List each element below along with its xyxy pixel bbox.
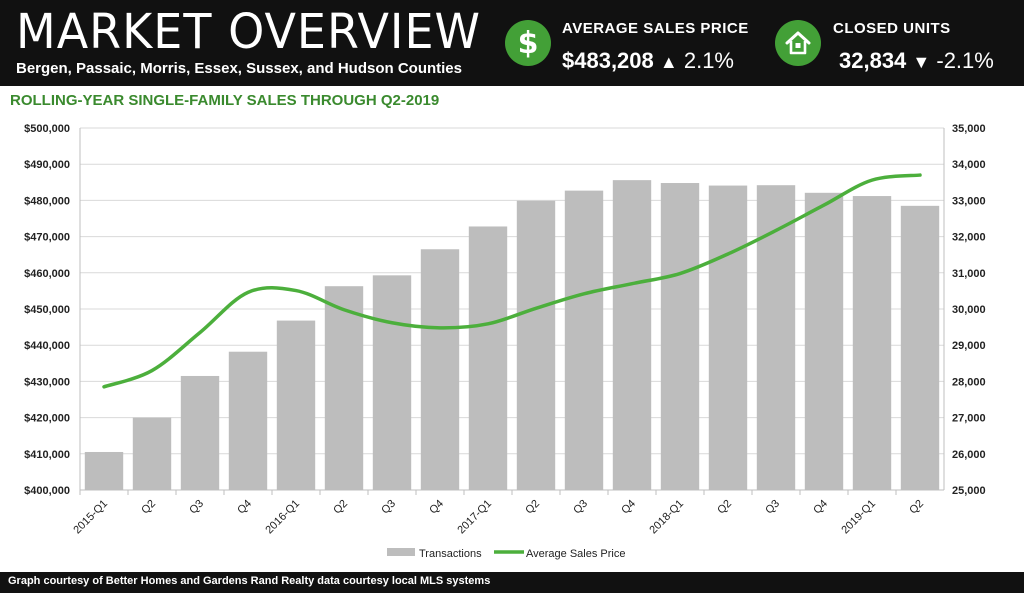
x-tick-label: 2016-Q1 <box>263 498 302 537</box>
transactions-bar <box>564 190 604 490</box>
closed-units-change: -2.1% <box>936 48 994 73</box>
y-right-tick-label: 29,000 <box>952 340 986 352</box>
average-sales-price-value: $483,208 <box>562 48 654 73</box>
chart-title: ROLLING-YEAR SINGLE-FAMILY SALES THROUGH… <box>10 92 440 109</box>
y-right-tick-label: 27,000 <box>952 413 986 425</box>
y-left-tick-label: $410,000 <box>24 449 70 461</box>
y-right-tick-label: 31,000 <box>952 268 986 280</box>
house-icon <box>775 20 821 66</box>
legend-transactions-label: Transactions <box>419 548 482 560</box>
x-tick-label: 2017-Q1 <box>455 498 494 537</box>
x-tick-label: 2019-Q1 <box>839 498 878 537</box>
x-tick-label: Q3 <box>379 498 398 517</box>
x-tick-label: Q4 <box>619 498 638 517</box>
closed-units-value: 32,834 <box>839 48 907 73</box>
average-sales-price-label: AVERAGE SALES PRICE <box>562 20 749 37</box>
x-tick-label: 2015-Q1 <box>71 498 110 537</box>
page-title: MARKET OVERVIEW <box>16 2 482 60</box>
x-tick-label: Q4 <box>427 498 446 517</box>
average-sales-price-value-row: $483,208 ▲ 2.1% <box>562 48 734 74</box>
average-sales-price-change: 2.1% <box>683 48 734 73</box>
footer-bar: Graph courtesy of Better Homes and Garde… <box>0 572 1024 593</box>
transactions-bar <box>324 286 364 490</box>
x-tick-label: Q2 <box>523 498 542 517</box>
y-left-tick-label: $470,000 <box>24 232 70 244</box>
y-right-tick-label: 25,000 <box>952 485 986 497</box>
dollar-icon: $ <box>505 20 551 66</box>
x-tick-label: Q4 <box>235 498 254 517</box>
y-left-tick-label: $460,000 <box>24 268 70 280</box>
x-tick-label: Q3 <box>571 498 590 517</box>
page-subtitle: Bergen, Passaic, Morris, Essex, Sussex, … <box>16 60 462 77</box>
y-left-tick-label: $490,000 <box>24 159 70 171</box>
x-tick-label: Q2 <box>715 498 734 517</box>
transactions-bar <box>132 417 172 490</box>
x-tick-label: Q2 <box>907 498 926 517</box>
y-right-tick-label: 35,000 <box>952 123 986 135</box>
transactions-bar <box>804 192 844 490</box>
transactions-bar <box>84 451 124 490</box>
sales-chart: $400,000 $410,000 $420,000 $430,000 $440,000… <box>24 123 986 560</box>
y-left-tick-label: $450,000 <box>24 304 70 316</box>
transactions-bar <box>372 275 412 490</box>
transactions-bar <box>180 375 220 490</box>
average-sales-price-stat: $ AVERAGE SALES PRICE $483,208 ▲ 2.1% <box>505 14 748 76</box>
y-left-tick-label: $420,000 <box>24 413 70 425</box>
legend-transactions-swatch <box>387 548 415 556</box>
x-tick-label: 2018-Q1 <box>647 498 686 537</box>
y-left-tick-label: $400,000 <box>24 485 70 497</box>
dollar-symbol: $ <box>517 25 539 61</box>
up-arrow-icon: ▲ <box>659 52 678 72</box>
transactions-bar <box>612 180 652 490</box>
down-arrow-icon: ▼ <box>912 52 931 72</box>
closed-units-stat: CLOSED UNITS 32,834 ▼ -2.1% <box>775 14 1015 76</box>
transactions-bar <box>708 185 748 491</box>
transactions-bar <box>228 351 268 490</box>
y-right-tick-label: 26,000 <box>952 449 986 461</box>
transactions-bar <box>516 200 556 490</box>
average-sales-price-line <box>102 173 922 389</box>
house-glyph <box>785 31 811 55</box>
footer-credit: Graph courtesy of Better Homes and Garde… <box>8 575 491 587</box>
x-tick-label: Q2 <box>331 498 350 517</box>
y-left-tick-label: $500,000 <box>24 123 70 135</box>
closed-units-value-row: 32,834 ▼ -2.1% <box>839 48 994 74</box>
x-tick-label: Q4 <box>811 498 830 517</box>
x-tick-label: Q3 <box>187 498 206 517</box>
transactions-bar <box>660 183 700 491</box>
y-left-tick-label: $480,000 <box>24 195 70 207</box>
legend-average-sales-price-label: Average Sales Price <box>526 548 625 560</box>
y-right-tick-label: 33,000 <box>952 195 986 207</box>
transactions-bar <box>420 249 460 490</box>
transactions-bar <box>852 196 892 490</box>
x-tick-label: Q3 <box>763 498 782 517</box>
header-bar: MARKET OVERVIEW Bergen, Passaic, Morris,… <box>0 0 1024 86</box>
y-right-tick-label: 30,000 <box>952 304 986 316</box>
y-right-tick-label: 34,000 <box>952 159 986 171</box>
transactions-bar <box>900 205 940 490</box>
transactions-bar <box>468 226 508 490</box>
y-left-tick-label: $430,000 <box>24 376 70 388</box>
closed-units-label: CLOSED UNITS <box>833 20 951 37</box>
transactions-bar <box>276 320 316 490</box>
y-right-tick-label: 32,000 <box>952 232 986 244</box>
y-left-tick-label: $440,000 <box>24 340 70 352</box>
x-tick-label: Q2 <box>139 498 158 517</box>
y-right-tick-label: 28,000 <box>952 376 986 388</box>
